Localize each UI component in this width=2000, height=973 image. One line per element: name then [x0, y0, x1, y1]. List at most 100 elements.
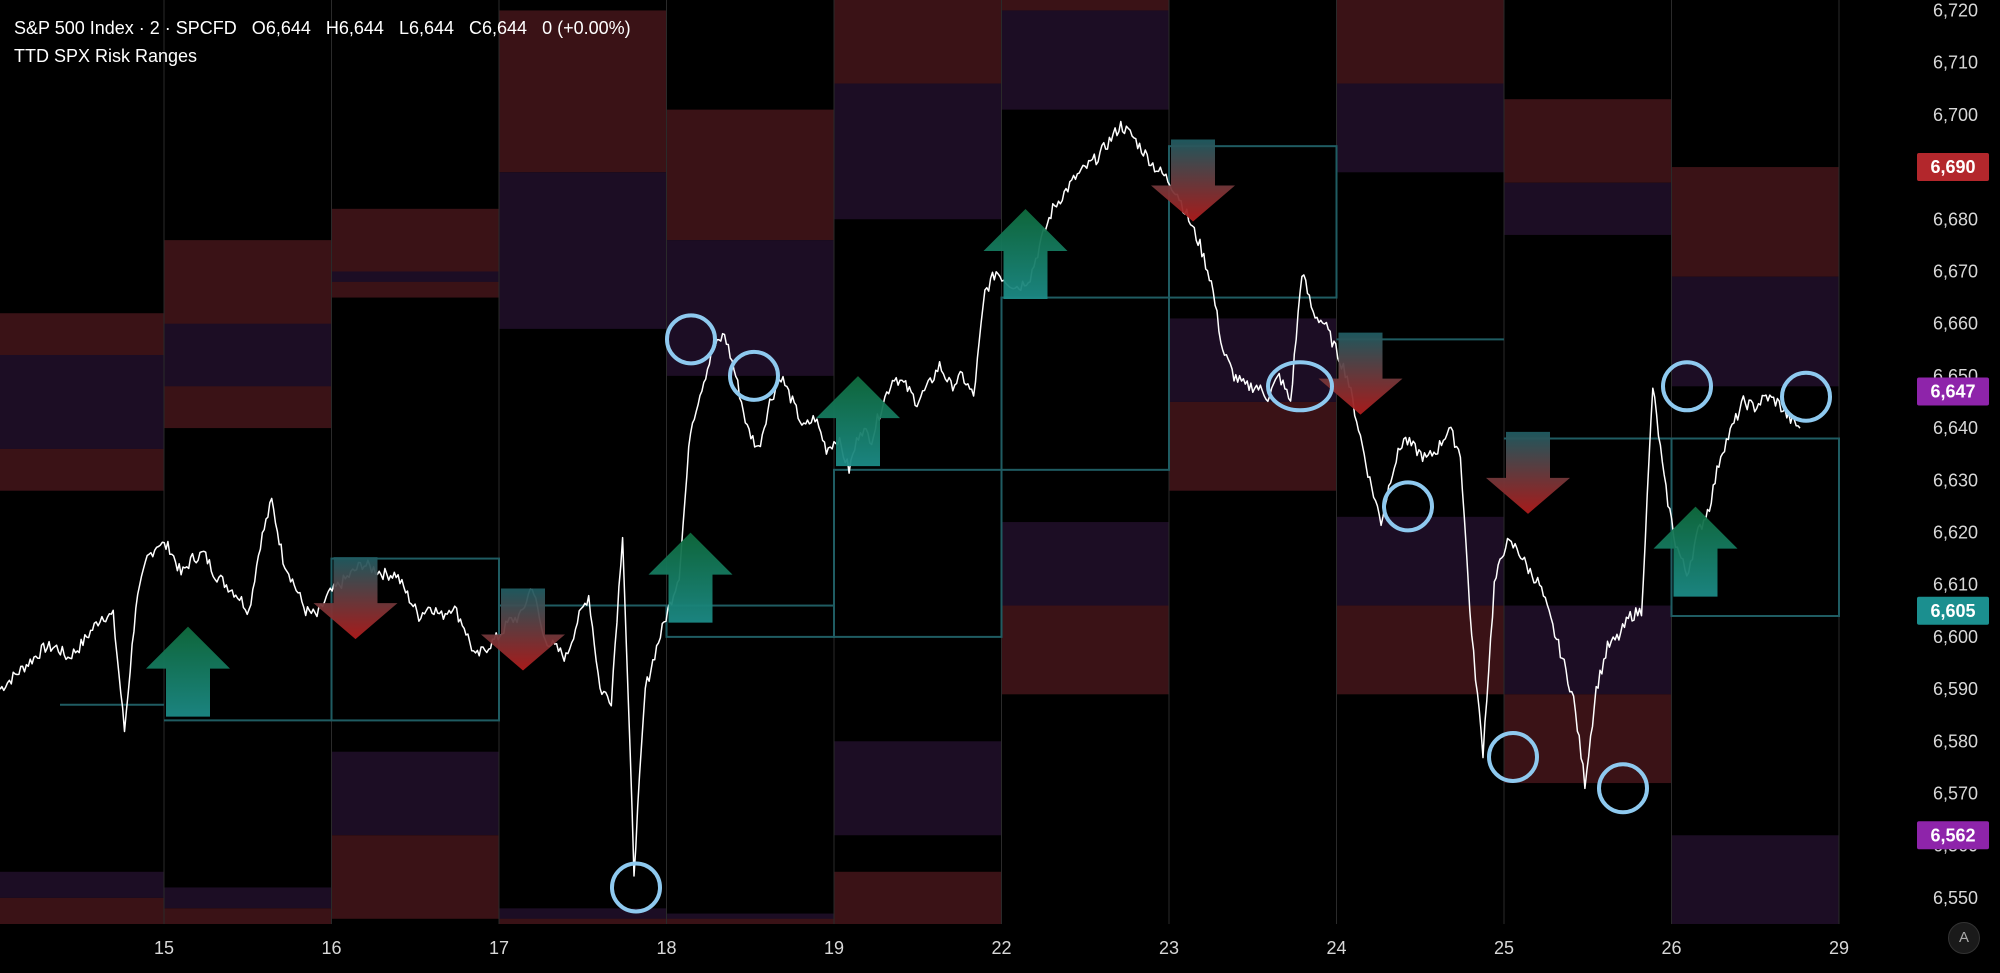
zone-lower-inner: [1504, 605, 1672, 695]
up-arrow-icon: [146, 626, 230, 717]
y-tick-label: 6,700: [1933, 105, 1978, 125]
pivot-circle: [665, 313, 717, 366]
price-series: [0, 120, 1801, 877]
indicator-name[interactable]: TTD SPX Risk Ranges: [14, 46, 198, 66]
zone-lower-outer: [1336, 605, 1504, 695]
up-arrow-icon: [983, 209, 1068, 300]
change-value: 0 (+0.00%): [542, 18, 631, 38]
down-arrow-icon: [481, 588, 565, 671]
x-tick-label: 19: [824, 938, 844, 958]
y-tick-label: 6,600: [1933, 627, 1978, 647]
price-badge-label: 6,562: [1930, 825, 1975, 845]
y-tick-label: 6,550: [1933, 888, 1978, 908]
price-badge: [1917, 153, 1989, 182]
risk-box: [833, 468, 1003, 638]
zone-upper-outer: [1671, 167, 1839, 277]
zone-lower-inner: [1001, 522, 1169, 616]
x-tick-label: 17: [489, 938, 509, 958]
indicator-row: TTD SPX Risk Ranges: [14, 42, 631, 70]
zone-upper-inner: [1504, 182, 1672, 235]
zone-upper-outer: [1336, 0, 1504, 84]
zone-upper-inner: [0, 354, 164, 449]
zone-upper-inner: [499, 172, 667, 329]
zone-lower-outer: [164, 908, 332, 924]
zone-upper-inner: [666, 240, 834, 376]
up-arrow-icon: [1653, 506, 1738, 597]
zone-upper-outer: [1504, 99, 1672, 183]
zone-lower-inner: [164, 887, 332, 909]
open-value: 6,644: [265, 18, 311, 38]
zone-upper-outer: [666, 109, 834, 241]
pivot-circle: [1780, 370, 1832, 423]
pivot-circle: [1487, 730, 1539, 783]
high-value: 6,644: [338, 18, 384, 38]
y-tick-label: 6,630: [1933, 470, 1978, 490]
zone-lower-inner: [1336, 516, 1504, 606]
close-value: 6,644: [482, 18, 528, 38]
zone-lower-inner: [834, 741, 1002, 836]
y-tick-label: 6,570: [1933, 783, 1978, 803]
y-tick-label: 6,660: [1933, 314, 1978, 334]
pivot-circle: [1382, 480, 1434, 533]
y-tick-label: 6,640: [1933, 418, 1978, 438]
low-value: 6,644: [408, 18, 454, 38]
symbol-title[interactable]: S&P 500 Index · 2 · SPCFD: [14, 18, 237, 38]
zone-upper-inner: [1001, 10, 1169, 110]
x-tick-label: 25: [1494, 938, 1514, 958]
zone-upper-inner: [164, 323, 332, 387]
x-tick-label: 29: [1829, 938, 1849, 958]
up-arrow-icon: [648, 532, 733, 623]
pivot-circle: [728, 349, 780, 402]
price-line: [0, 120, 1801, 877]
pivot-circle: [1597, 762, 1649, 815]
down-arrow-icon: [1486, 431, 1570, 514]
zone-upper-outer: [499, 10, 667, 173]
zone-lower-outer: [1001, 605, 1169, 695]
high-label: H: [325, 18, 339, 38]
zone-upper-inner: [1169, 318, 1337, 402]
y-tick-label: 6,580: [1933, 731, 1978, 751]
x-tick-label: 24: [1326, 938, 1346, 958]
x-tick-label: 23: [1159, 938, 1179, 958]
zone-lower-outer: [834, 871, 1002, 924]
symbol-ohlc-row: S&P 500 Index · 2 · SPCFD O6,644 H6,644 …: [14, 14, 631, 42]
pivot-circle: [1266, 360, 1334, 413]
low-label: L: [398, 18, 409, 38]
x-tick-label: 15: [154, 938, 174, 958]
pivot-circles: [610, 313, 1832, 914]
x-tick-label: 18: [656, 938, 676, 958]
price-badge-label: 6,605: [1930, 601, 1975, 621]
up-arrow-icon: [816, 376, 900, 467]
zone-upper-inner: [331, 271, 499, 282]
zone-lower-outer: [0, 897, 164, 924]
zone-lower-outer: [331, 835, 499, 919]
down-arrow-icon: [313, 557, 398, 640]
risk-box: [1168, 145, 1338, 299]
y-tick-label: 6,720: [1933, 0, 1978, 20]
price-axis: 6,7206,7106,7006,6906,6806,6706,6606,650…: [1933, 0, 1978, 907]
zone-upper-inner: [834, 83, 1002, 220]
open-label: O: [251, 18, 266, 38]
zone-lower-outer: [666, 918, 834, 924]
risk-box: [1000, 296, 1170, 471]
time-axis: 15 16 17 18 19 22 23 24 25 26 29: [154, 938, 1849, 958]
zone-lower-outer: [499, 918, 667, 924]
price-badge: [1917, 596, 1989, 625]
pivot-circle: [1661, 360, 1713, 413]
auto-scale-button[interactable]: A: [1948, 922, 1980, 954]
down-arrow-icon: [1151, 139, 1235, 222]
zone-upper-outer: [834, 0, 1002, 84]
zone-upper-outer: [331, 208, 499, 298]
y-tick-label: 6,710: [1933, 53, 1978, 73]
risk-box: [1670, 437, 1840, 618]
close-label: C: [469, 18, 483, 38]
y-tick-label: 6,590: [1933, 679, 1978, 699]
x-tick-label: 16: [321, 938, 341, 958]
chart-legend: S&P 500 Index · 2 · SPCFD O6,644 H6,644 …: [14, 14, 631, 70]
y-tick-label: 6,620: [1933, 522, 1978, 542]
zone-upper-outer: [1169, 401, 1337, 491]
down-arrow-icon: [1318, 332, 1403, 415]
signal-arrows: [146, 139, 1738, 717]
